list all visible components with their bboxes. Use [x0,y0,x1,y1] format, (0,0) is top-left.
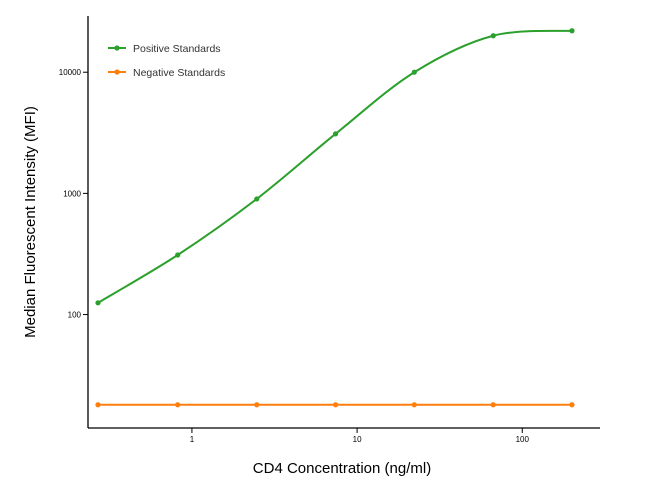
x-tick-label: 10 [353,435,362,444]
negative-standards-point [332,402,339,408]
positive-standards-point [95,300,101,306]
negative-standards-point [569,402,575,408]
series-layer [95,28,575,408]
legend: Positive Standards Negative Standards [108,43,225,79]
positive-standards-point [175,252,181,258]
positive-standards-point [254,196,260,202]
positive-standards-legend-marker [114,45,120,51]
negative-standards-point [175,402,181,408]
positive-standards-point [332,131,339,137]
x-tick-label: 100 [516,435,530,444]
y-tick-label: 100 [68,311,82,320]
positive-standards-point [490,33,496,39]
x-axis-title: CD4 Concentration (ng/ml) [253,460,431,477]
negative-standards-legend-label: Negative Standards [133,67,225,79]
positive-standards-legend-label: Positive Standards [133,43,221,55]
x-tick-label: 1 [190,435,195,444]
y-tick-label: 1000 [63,189,81,198]
positive-standards-point [569,28,575,34]
negative-standards-legend-marker [114,69,120,75]
negative-standards-point [95,402,101,408]
positive-standards-point [411,69,417,75]
y-axis-ticks: 100 1000 10000 [59,68,88,320]
y-axis-title: Median Fluorescent Intensity (MFI) [22,106,39,338]
negative-standards-point [254,402,260,408]
y-tick-label: 10000 [59,68,82,77]
x-axis-ticks: 1 10 100 [190,428,530,444]
negative-standards-point [411,402,417,408]
negative-standards-point [490,402,496,408]
